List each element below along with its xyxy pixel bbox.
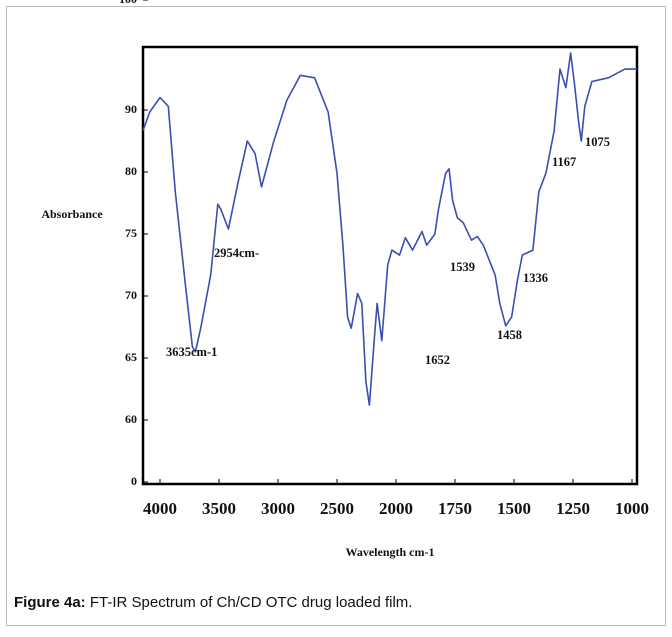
- x-tick-label: 4000: [143, 499, 177, 518]
- peak-annotation: 1458: [497, 328, 522, 342]
- spectrum-line: [142, 52, 637, 406]
- x-tick-label: 1000: [615, 499, 649, 518]
- peak-annotation: 1539: [450, 260, 475, 274]
- caption: Figure 4a: FT-IR Spectrum of Ch/CD OTC d…: [14, 594, 412, 611]
- x-tick-label: 2000: [379, 499, 413, 518]
- x-tick-label: 3500: [202, 499, 236, 518]
- y-tick-label: 80: [125, 164, 137, 178]
- y-tick-label: 65: [125, 350, 137, 364]
- x-tick-label: 1250: [556, 499, 590, 518]
- peak-annotation: 2954cm-: [214, 246, 259, 260]
- y-axis-label: Absorbance: [41, 207, 103, 221]
- caption-text: FT-IR Spectrum of Ch/CD OTC drug loaded …: [86, 594, 413, 611]
- peak-annotation: 1652: [425, 353, 450, 367]
- caption-label: Figure 4a:: [14, 594, 86, 611]
- x-tick-label: 2500: [320, 499, 354, 518]
- peak-annotation: 1167: [552, 155, 576, 169]
- y-tick-label: 90: [125, 102, 137, 116]
- figure-frame: [6, 6, 666, 626]
- x-axis-label: Wavelength cm-1: [346, 545, 435, 559]
- x-tick-label: 1750: [438, 499, 472, 518]
- x-tick-label: 3000: [261, 499, 295, 518]
- y-tick-label: 75: [125, 226, 137, 240]
- plot-frame: [141, 45, 639, 486]
- peak-annotation: 1336: [523, 271, 548, 285]
- x-tick-label: 1500: [497, 499, 531, 518]
- peak-annotation: 1075: [585, 135, 610, 149]
- y-tick-label: 0: [131, 474, 137, 488]
- peak-annotation: 3635cm-1: [166, 345, 217, 359]
- y-tick-label: 70: [125, 288, 137, 302]
- y-tick-label: 100: [119, 0, 137, 6]
- y-tick-label: 60: [125, 412, 137, 426]
